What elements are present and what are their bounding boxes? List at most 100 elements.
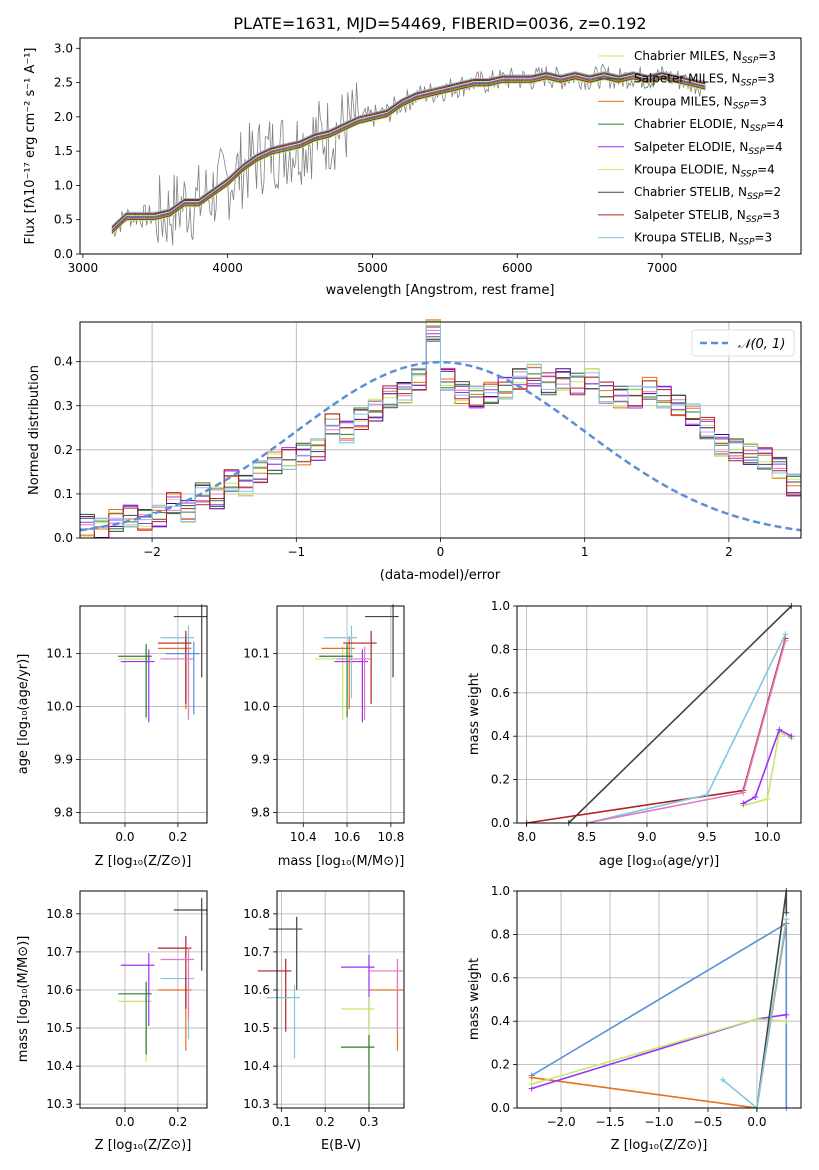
- age-vs-mass-ticks: 10.4 10.6 10.8 9.8 9.9 10.0 10.1: [243, 647, 404, 844]
- age-vs-mass-axes-frame: [276, 605, 405, 824]
- x-tick-label: 2: [725, 545, 733, 559]
- y-tick-label: 0.0: [491, 816, 510, 830]
- y-tick-label: 10.4: [46, 1059, 73, 1073]
- x-tick-label: 9.5: [698, 830, 717, 844]
- x-tick-label: 7000: [647, 261, 678, 275]
- y-tick-label: 10.7: [46, 945, 73, 959]
- age-vs-Z-errorbars: [118, 604, 207, 723]
- weight-vs-Z-ylabel: mass weight: [467, 958, 482, 1040]
- model-spectrum-line: [111, 76, 706, 232]
- y-tick-label: 9.8: [54, 805, 73, 819]
- y-tick-label: 3.0: [54, 41, 73, 55]
- gaussian-curve: [79, 360, 802, 532]
- y-tick-label: 10.0: [243, 700, 270, 714]
- y-tick-label: 0.6: [491, 686, 510, 700]
- legend-entry: Salpeter STELIB, NSSP=3: [634, 208, 780, 225]
- y-tick-label: 10.7: [243, 945, 270, 959]
- y-tick-label: 10.1: [46, 647, 73, 661]
- mass-vs-Z-xlabel: Z [log₁₀(Z/Z⊙)]: [95, 1138, 192, 1153]
- x-tick-label: −1.0: [644, 1115, 673, 1129]
- age-vs-Z-grid: [80, 606, 207, 823]
- legend-entry: Kroupa MILES, NSSP=3: [634, 94, 767, 111]
- y-tick-label: 2.5: [54, 76, 73, 90]
- x-tick-label: 0.2: [168, 1115, 187, 1129]
- mass-weight-series-line: [526, 638, 787, 824]
- mass-vs-ebv-axes-frame: [276, 890, 405, 1109]
- mass-vs-Z-ticks: 0.0 0.2 10.3 10.4 10.5 10.6 10.7 10.8: [46, 907, 187, 1129]
- mass-weight-point: [783, 1018, 790, 1025]
- age-vs-Z-xlabel: Z [log₁₀(Z/Z⊙)]: [95, 854, 192, 869]
- model-spectrum-line: [111, 75, 706, 231]
- residuals-ylabel: Normed distribution: [27, 365, 42, 495]
- x-tick-label: 10.6: [334, 830, 361, 844]
- model-spectrum-line: [111, 71, 706, 227]
- legend-entry: Chabrier ELODIE, NSSP=4: [634, 117, 784, 134]
- x-tick-label: 0.1: [272, 1115, 291, 1129]
- residuals-ticks: −2 −1 0 1 2 0.0 0.1 0.2 0.3 0.4: [54, 355, 733, 559]
- mass-vs-Z-axes-frame: [79, 890, 208, 1109]
- x-tick-label: 0.2: [316, 1115, 335, 1129]
- legend-entry: Kroupa STELIB, NSSP=3: [634, 231, 772, 248]
- observed-spectrum-line: [111, 63, 705, 246]
- y-tick-label: 0.8: [491, 642, 510, 656]
- legend-entry: Salpeter ELODIE, NSSP=4: [634, 140, 783, 157]
- age-vs-mass-xlabel: mass [log₁₀(M/M⊙)]: [278, 854, 405, 869]
- mass-weight-point: [704, 791, 711, 798]
- weight-vs-Z-ticks: −2.0 −1.5 −1.0 −0.5 0.0 0.0 0.2 0.4 0.6 0.8 1.0: [491, 884, 767, 1129]
- x-tick-label: 6000: [502, 261, 533, 275]
- y-tick-label: 2.0: [54, 110, 73, 124]
- y-tick-label: 10.4: [243, 1059, 270, 1073]
- spectrum-panel: 3000 4000 5000 6000 7000 0.0 0.5 1.0 1.5 2.0 2.5 3.…: [23, 37, 802, 298]
- mass-weight-point: [719, 1076, 726, 1083]
- residuals-xlabel: (data-model)/error: [380, 568, 501, 583]
- mass-weight-point: [788, 733, 795, 740]
- mass-weight-point: [528, 1074, 535, 1081]
- y-tick-label: 0.1: [54, 487, 73, 501]
- mass-weight-series-line: [568, 605, 792, 824]
- age-vs-Z-axes-frame: [79, 605, 208, 824]
- spectrum-lines: [111, 63, 706, 246]
- x-tick-label: 5000: [357, 261, 388, 275]
- y-tick-label: 1.0: [491, 884, 510, 898]
- x-tick-label: 10.0: [754, 830, 781, 844]
- legend-entry: Salpeter MILES, NSSP=3: [634, 72, 775, 89]
- mass-weight-point: [752, 793, 759, 800]
- weight-vs-age-panel: 8.0 8.5 9.0 9.5 10.0 0.0 0.2 0.4 0.6 0.8 1.0 age […: [467, 599, 802, 869]
- mass-weight-series-line: [742, 728, 792, 805]
- y-tick-label: 10.8: [46, 907, 73, 921]
- mass-weight-point: [782, 631, 789, 638]
- x-tick-label: 10.8: [378, 830, 405, 844]
- spectrum-legend: Chabrier MILES, NSSP=3 Salpeter MILES, NS…: [598, 49, 784, 248]
- mass-vs-Z-panel: 0.0 0.2 10.3 10.4 10.5 10.6 10.7 10.8 Z [log₁₀(…: [16, 890, 208, 1153]
- x-tick-label: 0.0: [747, 1115, 766, 1129]
- mass-vs-ebv-grid: [277, 891, 404, 1108]
- x-tick-label: 10.4: [290, 830, 317, 844]
- spectrum-xlabel: wavelength [Angstrom, rest frame]: [326, 283, 555, 298]
- y-tick-label: 0.2: [54, 443, 73, 457]
- x-tick-label: 1: [581, 545, 589, 559]
- y-tick-label: 9.8: [251, 805, 270, 819]
- x-tick-label: 0.0: [115, 830, 134, 844]
- figure-title: PLATE=1631, MJD=54469, FIBERID=0036, z=0…: [233, 14, 646, 33]
- residuals-histograms: [79, 319, 802, 539]
- model-spectrum-line: [111, 78, 706, 234]
- x-tick-label: 8.0: [517, 830, 536, 844]
- mass-weight-point: [782, 637, 789, 644]
- y-tick-label: 0.0: [54, 531, 73, 545]
- y-tick-label: 10.3: [243, 1097, 270, 1111]
- model-spectrum-line: [111, 72, 706, 228]
- y-tick-label: 0.6: [491, 971, 510, 985]
- age-vs-Z-ylabel: age [log₁₀(age/yr)]: [16, 654, 31, 775]
- legend-entry: Chabrier MILES, NSSP=3: [634, 49, 776, 66]
- y-tick-label: 0.3: [54, 399, 73, 413]
- y-tick-label: 0.0: [491, 1101, 510, 1115]
- y-tick-label: 0.2: [491, 1058, 510, 1072]
- y-tick-label: 0.5: [54, 213, 73, 227]
- mass-vs-ebv-panel: 0.1 0.2 0.3 10.3 10.4 10.5 10.6 10.7 10.8 E(B-V): [243, 890, 405, 1153]
- x-tick-label: 0.3: [359, 1115, 378, 1129]
- weight-vs-age-lines: [523, 603, 795, 826]
- x-tick-label: −2: [143, 545, 161, 559]
- age-vs-Z-ticks: 0.0 0.2 9.8 9.9 10.0 10.1: [46, 647, 187, 844]
- weight-vs-Z-xlabel: Z [log₁₀(Z/Z⊙)]: [611, 1138, 708, 1153]
